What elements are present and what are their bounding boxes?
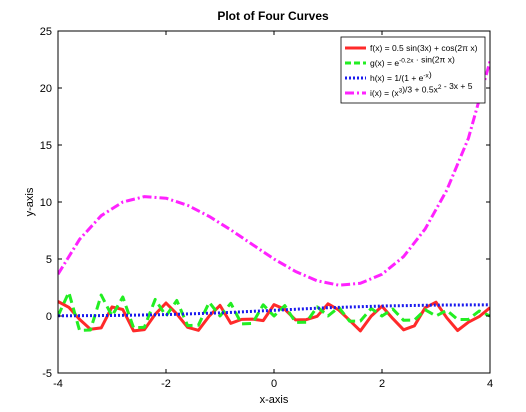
x-tick-label: 0 [271, 378, 277, 390]
y-tick-label: 0 [46, 311, 52, 323]
series-layer [58, 60, 490, 333]
x-tick-label: -4 [53, 378, 63, 390]
x-axis: -4 -2 0 2 4 [53, 31, 493, 390]
legend-label-1: f(x) = 0.5 sin(3x) + cos(2π x) [370, 43, 478, 53]
y-tick-label: -5 [42, 368, 52, 380]
x-tick-label: -2 [161, 378, 171, 390]
series-line-2 [58, 290, 490, 332]
y-axis: -5 0 5 10 15 20 25 [40, 26, 490, 380]
y-tick-label: 5 [46, 254, 52, 266]
y-tick-label: 20 [40, 83, 52, 95]
y-axis-label: y-axis [24, 187, 36, 216]
series-line-1 [58, 300, 490, 333]
legend-label-2: g(x) = e-0.2x · sin(2π x) [370, 55, 455, 69]
x-axis-label: x-axis [260, 394, 289, 406]
y-tick-label: 25 [40, 26, 52, 38]
legend: f(x) = 0.5 sin(3x) + cos(2π x) g(x) = e-0… [340, 36, 486, 104]
legend-label-4: i(x) = (x3)/3 + 0.5x2 - 3x + 5 [370, 81, 473, 98]
chart-title: Plot of Four Curves [217, 9, 329, 23]
x-tick-label: 4 [487, 378, 493, 390]
legend-label-3: h(x) = 1/(1 + e-x) [370, 70, 432, 84]
series-line-4 [58, 60, 490, 287]
x-tick-label: 2 [379, 378, 385, 390]
series-line-3 [58, 303, 490, 318]
y-tick-label: 10 [40, 197, 52, 209]
y-tick-label: 15 [40, 140, 52, 152]
